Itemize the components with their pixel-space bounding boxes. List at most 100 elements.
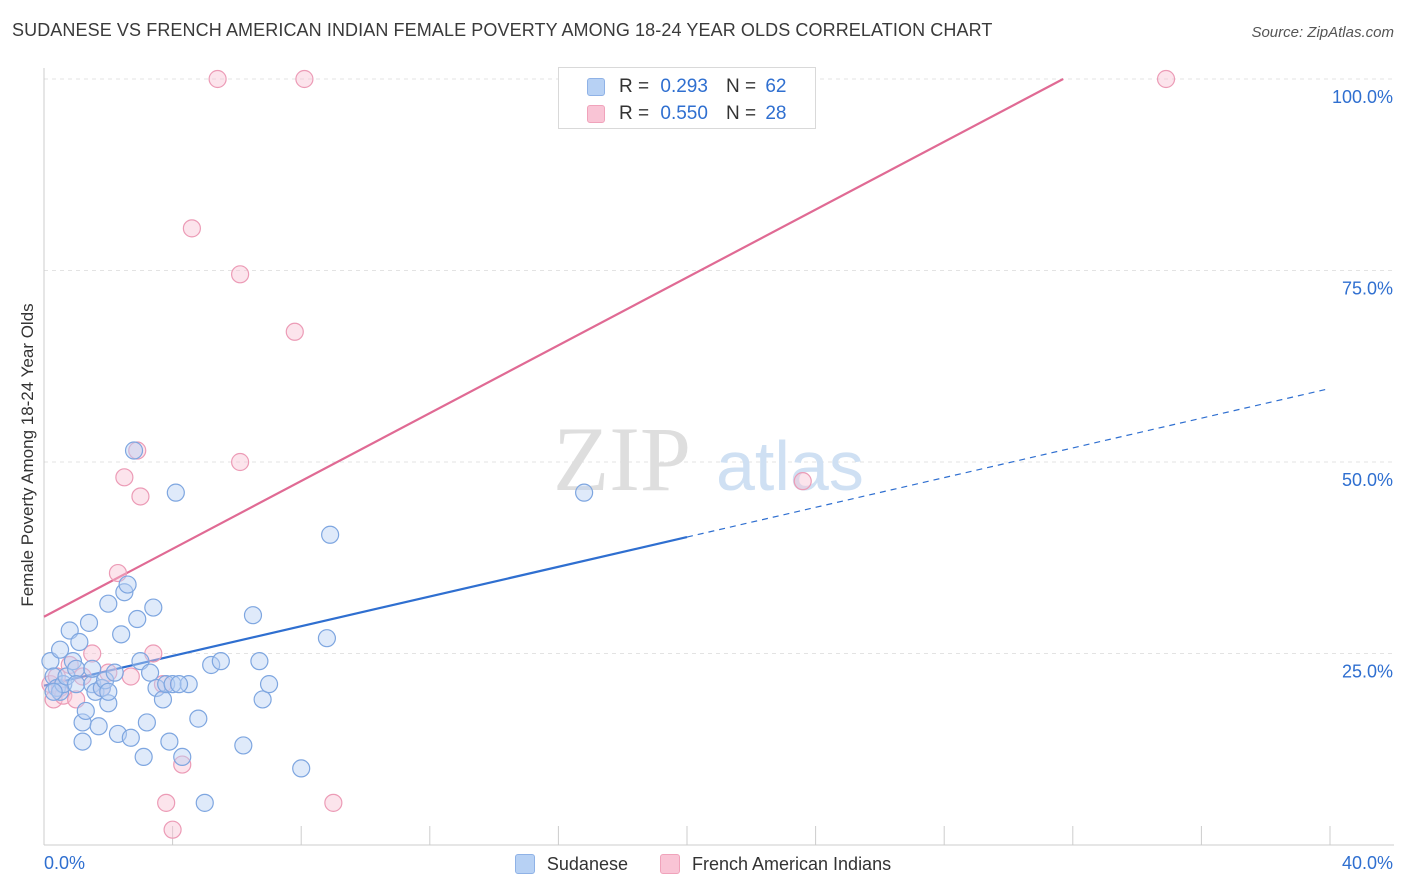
legend-n-value: 62 (765, 75, 787, 97)
point-sudanese (128, 609, 147, 629)
point-sudanese (95, 671, 115, 690)
legend-r-label: R = (619, 75, 650, 97)
point-sudanese (57, 667, 76, 686)
legend-r-value: 0.293 (660, 75, 708, 97)
point-sudanese (575, 483, 594, 502)
legend-swatch-pink (659, 854, 680, 874)
point-sudanese (163, 675, 182, 694)
x-tick-label-max: 40.0% (1342, 853, 1393, 873)
point-sudanese (166, 483, 185, 502)
point-french-american-indians (1156, 69, 1176, 89)
point-sudanese (243, 606, 263, 625)
legend-swatch-blue (587, 77, 605, 96)
legend-label-french-american-indians: French American Indians (691, 853, 892, 874)
point-sudanese (173, 747, 192, 767)
x-tick-label-min: 0.0% (44, 853, 85, 873)
point-sudanese (79, 613, 99, 632)
grid-lines (44, 78, 1394, 654)
point-sudanese (121, 728, 140, 747)
point-french-american-indians (295, 69, 314, 89)
legend-swatch-blue (514, 854, 535, 874)
tick-labels: 100.0% 75.0% 50.0% 25.0% 0.0% 40.0% (44, 87, 1393, 873)
legend-n-value: 28 (765, 102, 787, 124)
y-tick-label: 100.0% (1332, 87, 1393, 107)
watermark: ZIP atlas (553, 408, 864, 510)
point-sudanese (250, 652, 269, 671)
data-points (41, 69, 1176, 839)
watermark-zip: ZIP (553, 408, 691, 510)
point-sudanese (83, 659, 102, 678)
trend-line-french-american-indians (43, 78, 1064, 618)
point-sudanese (67, 659, 86, 678)
trend-lines (43, 78, 1331, 687)
point-french-american-indians (163, 820, 182, 839)
point-french-american-indians (157, 793, 176, 812)
point-sudanese (137, 713, 156, 732)
legend-item-sudanese[interactable]: Sudanese (514, 853, 628, 875)
legend-n-label: N = (725, 75, 757, 97)
point-sudanese (317, 629, 337, 648)
point-sudanese (124, 441, 144, 460)
point-french-american-indians (231, 452, 250, 472)
point-sudanese (189, 709, 208, 728)
point-sudanese (292, 759, 311, 778)
point-french-american-indians (182, 219, 201, 238)
legend-label-sudanese: Sudanese (546, 853, 628, 874)
point-sudanese (89, 717, 108, 736)
legend-r-value: 0.550 (660, 102, 708, 124)
point-french-american-indians (793, 472, 812, 491)
y-tick-label: 50.0% (1342, 470, 1393, 490)
point-sudanese (76, 701, 95, 721)
point-french-american-indians (115, 468, 134, 487)
point-sudanese (44, 682, 63, 701)
point-french-american-indians (324, 793, 343, 812)
trend-line-sudanese (43, 535, 688, 687)
point-sudanese (253, 690, 272, 709)
point-sudanese (211, 652, 230, 671)
point-sudanese (44, 667, 63, 686)
point-french-american-indians (121, 667, 140, 686)
series-legend: Sudanese French American Indians (0, 852, 1406, 876)
source-note: Source: ZipAtlas.com (1251, 24, 1394, 41)
point-sudanese (153, 690, 173, 709)
legend-swatch-pink (587, 104, 605, 123)
watermark-atlas: atlas (716, 427, 864, 505)
point-sudanese (160, 732, 179, 751)
point-sudanese (179, 675, 198, 694)
point-french-american-indians (173, 755, 192, 774)
point-sudanese (112, 625, 131, 644)
point-sudanese (259, 675, 279, 694)
point-sudanese (157, 675, 176, 694)
stats-legend: R = 0.293 N = 62 R = 0.550 N = 28 (558, 67, 816, 129)
point-sudanese (195, 793, 214, 812)
legend-item-french-american-indians[interactable]: French American Indians (659, 853, 892, 875)
point-sudanese (118, 575, 137, 594)
point-sudanese (50, 640, 70, 659)
point-french-american-indians (231, 265, 250, 284)
legend-r-label: R = (619, 102, 650, 124)
point-sudanese (140, 663, 160, 682)
point-french-american-indians (285, 322, 304, 341)
point-sudanese (67, 675, 86, 694)
point-sudanese (144, 598, 163, 617)
y-tick-label: 75.0% (1342, 279, 1393, 299)
point-sudanese (234, 736, 253, 755)
point-sudanese (105, 663, 124, 682)
point-french-american-indians (83, 644, 102, 663)
point-sudanese (202, 655, 221, 675)
point-sudanese (99, 682, 118, 701)
point-sudanese (321, 525, 340, 544)
point-sudanese (99, 594, 118, 613)
point-sudanese (70, 632, 89, 652)
point-french-american-indians (131, 487, 150, 506)
y-tick-label: 25.0% (1342, 662, 1393, 682)
legend-row-sudanese: R = 0.293 N = 62 (559, 73, 786, 100)
legend-row-french-american-indians: R = 0.550 N = 28 (559, 100, 786, 127)
legend-n-label: N = (725, 102, 757, 124)
point-sudanese (134, 747, 153, 767)
point-sudanese (73, 732, 92, 751)
point-sudanese (169, 675, 189, 694)
point-french-american-indians (208, 69, 227, 89)
axes (43, 68, 1394, 846)
